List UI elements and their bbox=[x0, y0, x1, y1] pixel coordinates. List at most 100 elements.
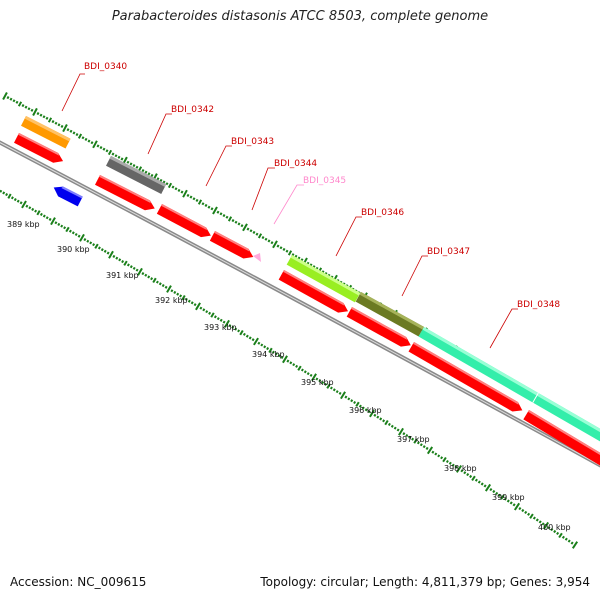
kbp-label: 400 kbp bbox=[538, 523, 571, 532]
tick-mark bbox=[261, 236, 265, 240]
tick-mark bbox=[144, 170, 148, 174]
tick-mark bbox=[174, 187, 178, 191]
gene-feature-arrow[interactable] bbox=[51, 183, 83, 207]
tick-mark bbox=[402, 432, 406, 436]
tick-mark bbox=[79, 233, 85, 242]
tick-mark bbox=[81, 136, 85, 140]
gene-feature-arrow[interactable] bbox=[14, 133, 65, 166]
tick-mark bbox=[120, 157, 124, 161]
tick-mark bbox=[538, 520, 542, 524]
gene-label[interactable]: BDI_0347 bbox=[427, 247, 470, 257]
tick-mark bbox=[437, 454, 441, 458]
gene-label[interactable]: BDI_0345 bbox=[303, 176, 346, 186]
tick-mark bbox=[550, 528, 554, 532]
gene-label[interactable]: BDI_0344 bbox=[274, 159, 317, 169]
gene-feature-arrow[interactable] bbox=[95, 175, 157, 214]
tick-mark bbox=[367, 410, 371, 414]
tick-mark bbox=[181, 294, 186, 301]
gene-feature-arrow[interactable] bbox=[278, 270, 351, 316]
tick-mark bbox=[201, 202, 205, 206]
tick-mark bbox=[5, 193, 9, 197]
tick-mark bbox=[189, 195, 193, 199]
gene-feature-arrow[interactable] bbox=[408, 342, 525, 416]
tick-mark bbox=[558, 532, 563, 539]
tick-mark bbox=[83, 238, 87, 242]
gene-feature-arrow[interactable] bbox=[209, 231, 256, 262]
tick-mark bbox=[57, 222, 61, 226]
tick-mark bbox=[210, 207, 214, 211]
gene-feature[interactable] bbox=[286, 254, 361, 303]
tick-mark bbox=[165, 182, 169, 186]
tick-mark bbox=[158, 282, 162, 286]
tick-mark bbox=[150, 277, 154, 281]
tick-mark bbox=[277, 354, 281, 358]
tick-mark bbox=[66, 128, 70, 132]
tick-mark bbox=[222, 214, 226, 218]
tick-mark bbox=[107, 149, 113, 156]
tick-mark bbox=[524, 510, 528, 514]
tick-mark bbox=[234, 327, 238, 331]
tick-mark bbox=[225, 215, 229, 219]
tick-mark bbox=[36, 210, 41, 216]
tick-mark bbox=[484, 483, 492, 492]
tick-mark bbox=[106, 251, 110, 255]
gene-feature-arrow[interactable] bbox=[523, 410, 600, 466]
tick-mark bbox=[257, 233, 263, 239]
tick-mark bbox=[7, 193, 12, 199]
tick-mark bbox=[495, 491, 499, 495]
tick-mark bbox=[141, 272, 145, 276]
tick-mark bbox=[535, 518, 539, 522]
tick-mark bbox=[219, 318, 223, 322]
tick-mark bbox=[173, 290, 177, 294]
tick-mark bbox=[77, 133, 83, 139]
tick-mark bbox=[152, 277, 157, 284]
tick-mark bbox=[117, 155, 121, 159]
tick-mark bbox=[114, 154, 118, 158]
tick-mark bbox=[222, 320, 226, 324]
tick-mark bbox=[184, 297, 188, 301]
tick-mark bbox=[513, 502, 521, 511]
gene-feature-arrow[interactable] bbox=[156, 204, 213, 241]
tick-mark bbox=[84, 137, 88, 141]
gene-feature[interactable] bbox=[355, 292, 424, 337]
tick-mark bbox=[141, 169, 145, 173]
tick-mark bbox=[442, 456, 447, 463]
tick-mark bbox=[419, 443, 423, 447]
gene-label[interactable]: BDI_0340 bbox=[84, 62, 127, 72]
gene-label[interactable]: BDI_0346 bbox=[361, 208, 404, 218]
tick-mark bbox=[542, 521, 550, 530]
tick-mark bbox=[408, 435, 412, 439]
tick-mark bbox=[480, 482, 484, 486]
gene-label[interactable]: BDI_0342 bbox=[171, 105, 214, 115]
tick-mark bbox=[282, 355, 288, 364]
tick-mark bbox=[448, 461, 452, 465]
tick-mark bbox=[90, 141, 94, 145]
tick-mark bbox=[332, 388, 336, 392]
kbp-label: 393 kbp bbox=[204, 323, 237, 332]
tick-mark bbox=[257, 341, 261, 345]
tick-mark bbox=[460, 469, 464, 473]
tick-mark bbox=[164, 285, 168, 289]
tick-mark bbox=[45, 116, 49, 120]
tick-mark bbox=[292, 363, 296, 367]
gene-label[interactable]: BDI_0343 bbox=[231, 137, 274, 147]
tick-mark bbox=[489, 488, 493, 492]
kbp-tick-labels: 389 kbp 390 kbp 391 kbp 392 kbp 393 kbp … bbox=[7, 220, 571, 532]
tick-mark bbox=[47, 117, 53, 123]
tick-mark bbox=[426, 446, 434, 455]
gene-label[interactable]: BDI_0348 bbox=[517, 300, 560, 310]
tick-mark bbox=[65, 226, 70, 233]
tick-mark bbox=[13, 198, 17, 202]
tick-mark bbox=[440, 456, 444, 460]
tick-mark bbox=[94, 243, 99, 249]
gene-feature[interactable] bbox=[21, 115, 71, 149]
kbp-label: 397 kbp bbox=[397, 435, 430, 444]
tick-mark bbox=[147, 275, 151, 279]
gene-feature-arrow[interactable] bbox=[346, 307, 414, 351]
tick-mark bbox=[132, 164, 136, 168]
gene-feature[interactable] bbox=[106, 156, 167, 194]
tick-mark bbox=[123, 260, 128, 266]
gene-feature-small[interactable] bbox=[253, 253, 261, 262]
gene-feature[interactable] bbox=[418, 327, 600, 442]
